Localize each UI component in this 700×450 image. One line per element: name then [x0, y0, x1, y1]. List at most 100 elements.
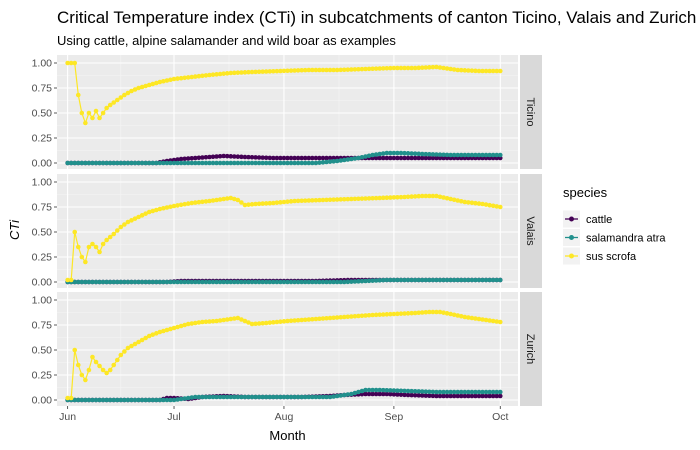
legend-key-point	[569, 253, 574, 259]
data-point	[423, 393, 429, 398]
data-point	[239, 394, 244, 400]
data-point	[448, 277, 453, 283]
data-point	[388, 311, 393, 317]
data-point	[306, 198, 312, 203]
data-point	[228, 316, 234, 322]
data-point	[306, 317, 312, 322]
data-point	[455, 393, 461, 399]
data-point	[292, 318, 297, 323]
data-point	[359, 278, 365, 284]
data-point	[405, 194, 411, 200]
data-point	[118, 224, 124, 230]
data-point	[427, 277, 432, 283]
data-point	[185, 156, 191, 161]
data-point	[448, 66, 453, 72]
data-point	[228, 70, 234, 76]
data-point	[331, 394, 336, 399]
data-point	[419, 393, 425, 398]
data-point	[331, 197, 336, 202]
data-point	[274, 394, 280, 400]
data-point	[189, 160, 195, 166]
data-point	[153, 80, 159, 86]
data-point	[125, 160, 131, 166]
data-point	[451, 152, 457, 158]
data-point	[324, 279, 329, 285]
data-point	[395, 392, 400, 397]
data-point	[157, 206, 163, 212]
data-point	[384, 387, 390, 393]
data-point	[299, 394, 304, 400]
data-point	[239, 317, 244, 322]
data-point	[416, 155, 422, 161]
data-point	[334, 197, 340, 202]
data-point	[483, 393, 489, 399]
data-point	[441, 310, 446, 315]
data-point	[146, 160, 152, 166]
y-axis-title: CTi	[7, 219, 22, 240]
data-point	[86, 110, 92, 116]
data-point	[441, 195, 446, 200]
data-point	[263, 320, 269, 326]
data-point	[483, 152, 489, 158]
data-point	[444, 152, 450, 158]
data-point	[306, 67, 312, 73]
data-point	[278, 279, 283, 285]
data-point	[146, 397, 152, 403]
data-point	[402, 65, 407, 71]
data-point	[402, 392, 407, 398]
data-point	[132, 341, 138, 347]
facet-panel-zurich: 0.00 0.25 0.50 0.75 1.00 Zurich	[32, 292, 542, 407]
data-point	[86, 367, 92, 373]
data-point	[185, 201, 191, 206]
data-point	[423, 65, 429, 70]
data-point	[437, 277, 443, 283]
data-point	[380, 151, 386, 156]
data-point	[224, 279, 230, 285]
data-point	[210, 279, 216, 285]
data-point	[405, 65, 411, 71]
data-point	[178, 160, 184, 166]
data-point	[299, 279, 304, 285]
data-point	[444, 277, 450, 283]
data-point	[310, 198, 315, 203]
data-point	[345, 392, 351, 397]
data-point	[302, 67, 308, 73]
data-point	[334, 158, 340, 164]
facet-panel-ticino: 0.00 0.25 0.50 0.75 1.00 Ticino	[32, 55, 542, 170]
data-point	[193, 394, 198, 400]
data-point	[324, 315, 329, 321]
data-point	[281, 155, 287, 161]
data-point	[288, 160, 294, 166]
data-point	[320, 197, 326, 203]
y-tick-label: 0.25	[32, 252, 53, 264]
data-point	[313, 316, 319, 322]
data-point	[235, 154, 241, 159]
data-point	[352, 279, 358, 284]
data-point	[129, 160, 134, 166]
data-point	[189, 74, 195, 80]
data-point	[469, 277, 475, 283]
data-point	[476, 277, 482, 283]
data-point	[207, 198, 212, 204]
data-point	[246, 69, 251, 75]
data-point	[423, 155, 429, 161]
data-point	[288, 199, 294, 204]
data-point	[334, 279, 340, 285]
data-point	[363, 387, 368, 393]
data-point	[299, 67, 304, 73]
data-point	[398, 194, 404, 200]
data-point	[217, 318, 223, 323]
data-point	[317, 316, 322, 322]
data-point	[416, 389, 422, 394]
data-point	[469, 68, 475, 73]
data-point	[150, 397, 156, 403]
data-point	[267, 320, 273, 325]
data-point	[317, 160, 322, 165]
data-point	[125, 345, 131, 351]
data-point	[83, 160, 88, 166]
data-point	[278, 68, 283, 74]
data-point	[164, 279, 170, 285]
data-point	[310, 279, 315, 285]
data-point	[480, 277, 485, 283]
